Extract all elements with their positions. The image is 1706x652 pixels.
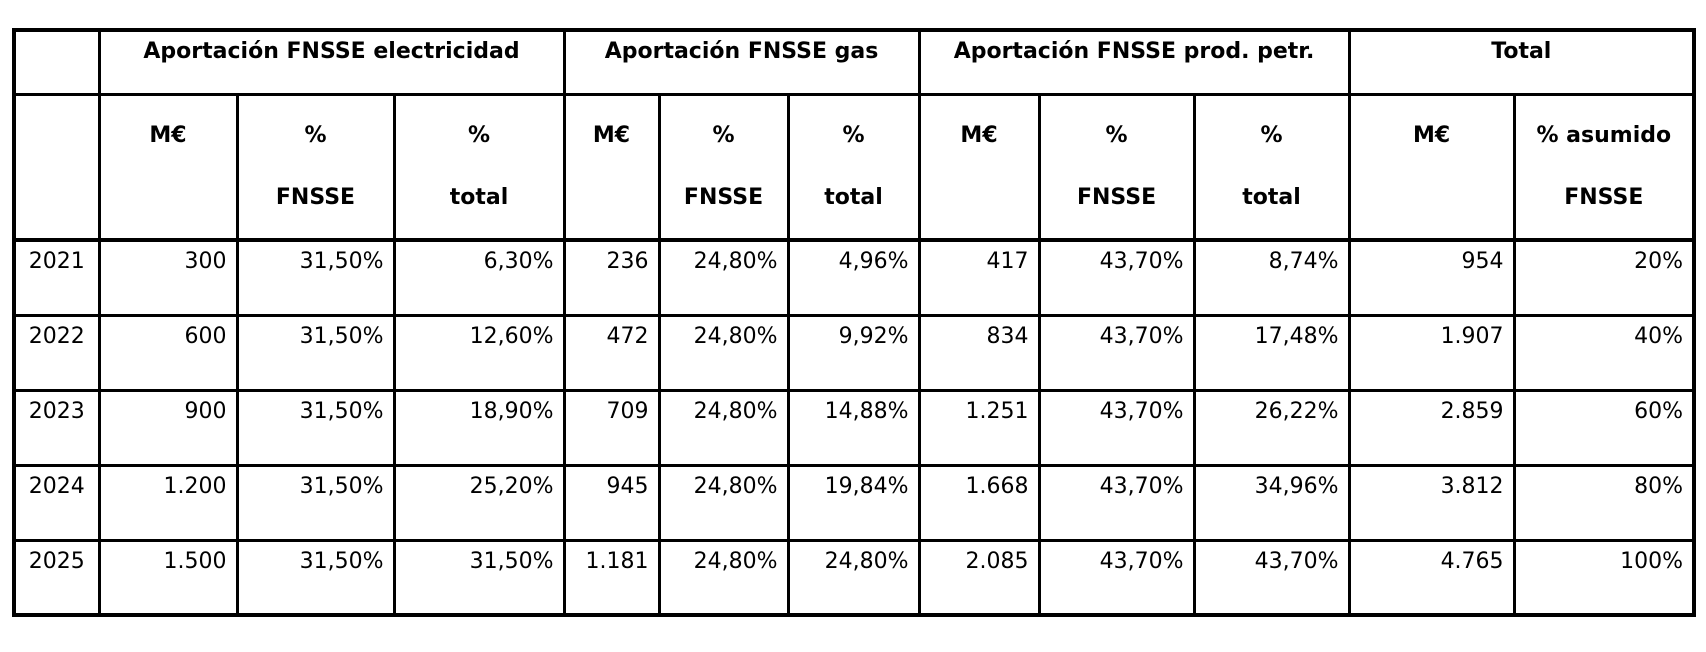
data-cell: 20%	[1512, 238, 1696, 317]
subheader-total-pct-asumido: % asumido FNSSE	[1512, 92, 1696, 242]
data-cell: 26,22%	[1192, 388, 1351, 467]
table-row-2022: 2022 600 31,50% 12,60% 472 24,80% 9,92% …	[12, 313, 1696, 392]
subheader-total-me: M€	[1347, 92, 1516, 242]
data-cell: 31,50%	[235, 388, 396, 467]
table-row-2023: 2023 900 31,50% 18,90% 709 24,80% 14,88%…	[12, 388, 1696, 467]
data-cell: 1.500	[97, 538, 239, 617]
data-cell: 417	[917, 238, 1041, 317]
data-cell: 4,96%	[786, 238, 921, 317]
subheader-elec-pct-total: % total	[392, 92, 566, 242]
data-cell: 236	[562, 238, 661, 317]
sub-header-row: M€ % FNSSE % total M€ % FNSSE % total M€ % FN…	[12, 92, 1696, 242]
group-header-total: Total	[1347, 28, 1696, 96]
data-cell: 954	[1347, 238, 1516, 317]
data-cell: 19,84%	[786, 463, 921, 542]
data-cell: 14,88%	[786, 388, 921, 467]
group-header-row: Aportación FNSSE electricidad Aportación…	[12, 28, 1696, 96]
data-cell: 60%	[1512, 388, 1696, 467]
data-cell: 43,70%	[1192, 538, 1351, 617]
data-cell: 24,80%	[657, 463, 790, 542]
data-cell: 472	[562, 313, 661, 392]
subheader-petr-me: M€	[917, 92, 1041, 242]
data-cell: 1.907	[1347, 313, 1516, 392]
year-cell: 2021	[12, 238, 101, 317]
year-cell: 2023	[12, 388, 101, 467]
table-row-2021: 2021 300 31,50% 6,30% 236 24,80% 4,96% 4…	[12, 238, 1696, 317]
data-cell: 31,50%	[235, 313, 396, 392]
fnsse-table-container: Aportación FNSSE electricidad Aportación…	[12, 28, 1697, 617]
data-cell: 31,50%	[392, 538, 566, 617]
data-cell: 31,50%	[235, 463, 396, 542]
data-cell: 4.765	[1347, 538, 1516, 617]
data-cell: 24,80%	[786, 538, 921, 617]
data-cell: 43,70%	[1037, 238, 1196, 317]
data-cell: 2.859	[1347, 388, 1516, 467]
data-cell: 43,70%	[1037, 463, 1196, 542]
data-cell: 12,60%	[392, 313, 566, 392]
data-cell: 300	[97, 238, 239, 317]
subheader-elec-pct-fnsse: % FNSSE	[235, 92, 396, 242]
group-header-gas: Aportación FNSSE gas	[562, 28, 921, 96]
group-header-prod-petr: Aportación FNSSE prod. petr.	[917, 28, 1351, 96]
subheader-petr-pct-fnsse: % FNSSE	[1037, 92, 1196, 242]
data-cell: 24,80%	[657, 238, 790, 317]
data-cell: 1.251	[917, 388, 1041, 467]
data-cell: 24,80%	[657, 313, 790, 392]
data-cell: 31,50%	[235, 238, 396, 317]
data-cell: 43,70%	[1037, 313, 1196, 392]
data-cell: 709	[562, 388, 661, 467]
group-header-electricidad: Aportación FNSSE electricidad	[97, 28, 566, 96]
data-cell: 9,92%	[786, 313, 921, 392]
data-cell: 6,30%	[392, 238, 566, 317]
data-cell: 40%	[1512, 313, 1696, 392]
subheader-gas-me: M€	[562, 92, 661, 242]
data-cell: 945	[562, 463, 661, 542]
data-cell: 100%	[1512, 538, 1696, 617]
year-cell: 2024	[12, 463, 101, 542]
data-cell: 2.085	[917, 538, 1041, 617]
table-row-2024: 2024 1.200 31,50% 25,20% 945 24,80% 19,8…	[12, 463, 1696, 542]
data-cell: 600	[97, 313, 239, 392]
subheader-elec-me: M€	[97, 92, 239, 242]
data-cell: 3.812	[1347, 463, 1516, 542]
data-cell: 24,80%	[657, 388, 790, 467]
data-cell: 25,20%	[392, 463, 566, 542]
data-cell: 43,70%	[1037, 388, 1196, 467]
year-cell: 2022	[12, 313, 101, 392]
subheader-gas-pct-total: % total	[786, 92, 921, 242]
corner-cell-2	[12, 92, 101, 242]
data-cell: 18,90%	[392, 388, 566, 467]
data-cell: 834	[917, 313, 1041, 392]
data-cell: 1.181	[562, 538, 661, 617]
corner-cell	[12, 28, 101, 96]
data-cell: 8,74%	[1192, 238, 1351, 317]
table-row-2025: 2025 1.500 31,50% 31,50% 1.181 24,80% 24…	[12, 538, 1696, 617]
fnsse-contribution-table: Aportación FNSSE electricidad Aportación…	[12, 28, 1697, 617]
data-cell: 1.200	[97, 463, 239, 542]
data-cell: 24,80%	[657, 538, 790, 617]
year-cell: 2025	[12, 538, 101, 617]
data-cell: 80%	[1512, 463, 1696, 542]
subheader-petr-pct-total: % total	[1192, 92, 1351, 242]
data-cell: 17,48%	[1192, 313, 1351, 392]
data-cell: 43,70%	[1037, 538, 1196, 617]
data-cell: 31,50%	[235, 538, 396, 617]
data-cell: 34,96%	[1192, 463, 1351, 542]
data-cell: 900	[97, 388, 239, 467]
subheader-gas-pct-fnsse: % FNSSE	[657, 92, 790, 242]
data-cell: 1.668	[917, 463, 1041, 542]
